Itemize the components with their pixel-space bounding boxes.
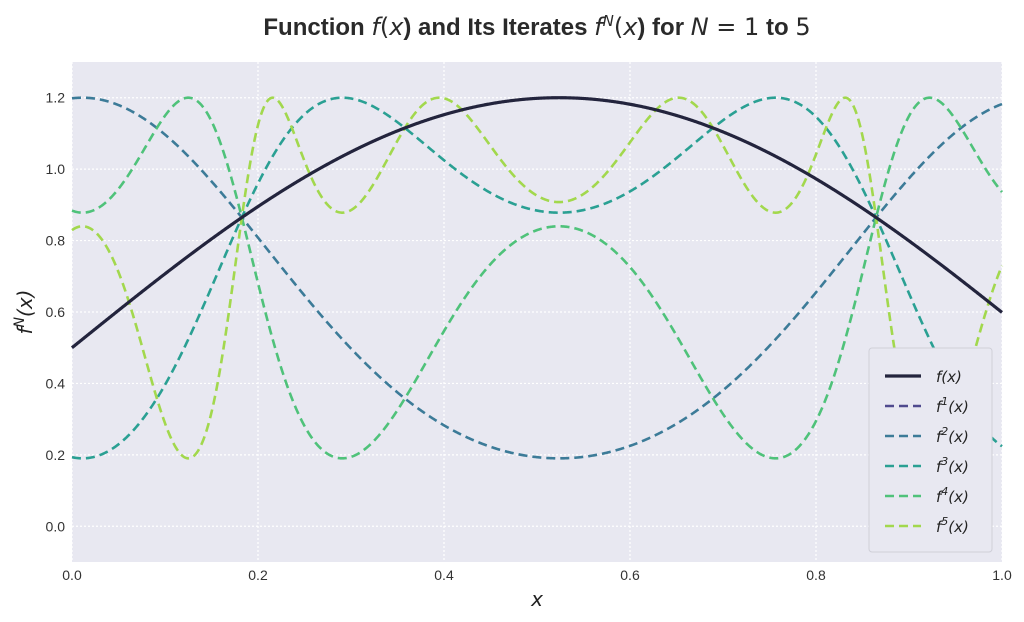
y-tick-label: 0.4	[46, 375, 66, 391]
y-tick-label: 0.0	[46, 518, 66, 534]
legend-label-0: f(x)	[936, 368, 962, 386]
y-tick-label: 0.8	[46, 233, 66, 249]
legend-label-5: f5(x)	[936, 515, 969, 536]
y-tick-label: 0.2	[46, 447, 66, 463]
series-line-3	[71, 96, 1003, 460]
x-tick-label: 0.6	[620, 567, 640, 583]
series-line-5	[71, 96, 1004, 460]
legend-label-4: f4(x)	[936, 485, 969, 506]
x-axis-label: x	[530, 587, 543, 611]
y-axis-label: fN(x)	[12, 290, 37, 335]
x-tick-label: 0.0	[62, 567, 82, 583]
x-tick-label: 0.2	[248, 567, 268, 583]
y-tick-labels: 0.0 0.2 0.4 0.6 0.8 1.0 1.2	[46, 90, 66, 535]
series-line-2	[71, 96, 1003, 460]
series-layer	[70, 96, 1004, 460]
x-tick-label: 0.4	[434, 567, 454, 583]
legend-label-1: f1(x)	[936, 395, 969, 416]
chart-title: Function f(x) and Its Iterates fN(x) for…	[263, 12, 810, 41]
y-tick-label: 0.6	[46, 304, 66, 320]
x-tick-labels: 0.0 0.2 0.4 0.6 0.8 1.0	[62, 567, 1012, 583]
y-tick-label: 1.0	[46, 161, 66, 177]
x-tick-label: 0.8	[806, 567, 826, 583]
series-line-4	[71, 96, 1004, 460]
legend: f(x) f1(x) f2(x) f3(x) f4(x) f5(x)	[868, 347, 993, 553]
legend-box	[868, 347, 993, 553]
legend-label-2: f2(x)	[936, 425, 969, 446]
x-tick-label: 1.0	[992, 567, 1012, 583]
y-tick-label: 1.2	[46, 90, 66, 106]
legend-label-3: f3(x)	[936, 455, 969, 476]
series-line-0	[70, 96, 1004, 349]
